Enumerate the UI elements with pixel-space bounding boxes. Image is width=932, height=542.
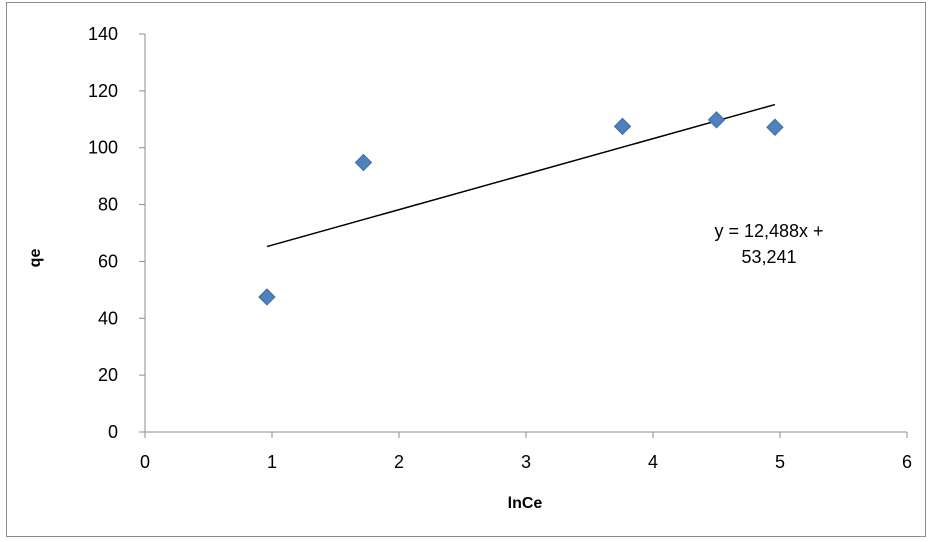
x-tick-label: 1	[267, 452, 277, 472]
data-point	[613, 117, 632, 136]
x-tick-label: 3	[521, 452, 531, 472]
chart-area: 0 20 40 60 80 100 120 140 0 1 2 3 4 5 6 lnCe qe y = 12…	[6, 2, 926, 537]
x-tick-label: 0	[140, 452, 150, 472]
data-point	[707, 111, 726, 129]
y-tick-label: 100	[88, 138, 118, 158]
x-tick-label: 6	[902, 452, 912, 472]
data-point	[258, 288, 276, 306]
data-point	[354, 153, 373, 172]
y-tick-label: 80	[98, 195, 118, 215]
trendline	[266, 103, 776, 248]
y-tick-label: 120	[88, 81, 118, 101]
y-axis-title: qe	[27, 249, 44, 268]
x-axis-title: lnCe	[508, 495, 543, 512]
y-tick-label: 0	[108, 422, 118, 442]
x-tick-label: 2	[394, 452, 404, 472]
y-tick-label: 140	[88, 24, 118, 44]
x-tick-label: 5	[775, 452, 785, 472]
trendline-equation-line1: y = 12,488x +	[714, 221, 823, 241]
y-tick-label: 20	[98, 365, 118, 385]
x-tick-label: 4	[648, 452, 658, 472]
trendline-equation-line2: 53,241	[741, 247, 796, 267]
y-tick-label: 60	[98, 251, 118, 271]
data-point	[766, 118, 784, 136]
y-tick-label: 40	[98, 308, 118, 328]
scatter-chart: 0 20 40 60 80 100 120 140 0 1 2 3 4 5 6 lnCe qe y = 12…	[27, 24, 912, 512]
